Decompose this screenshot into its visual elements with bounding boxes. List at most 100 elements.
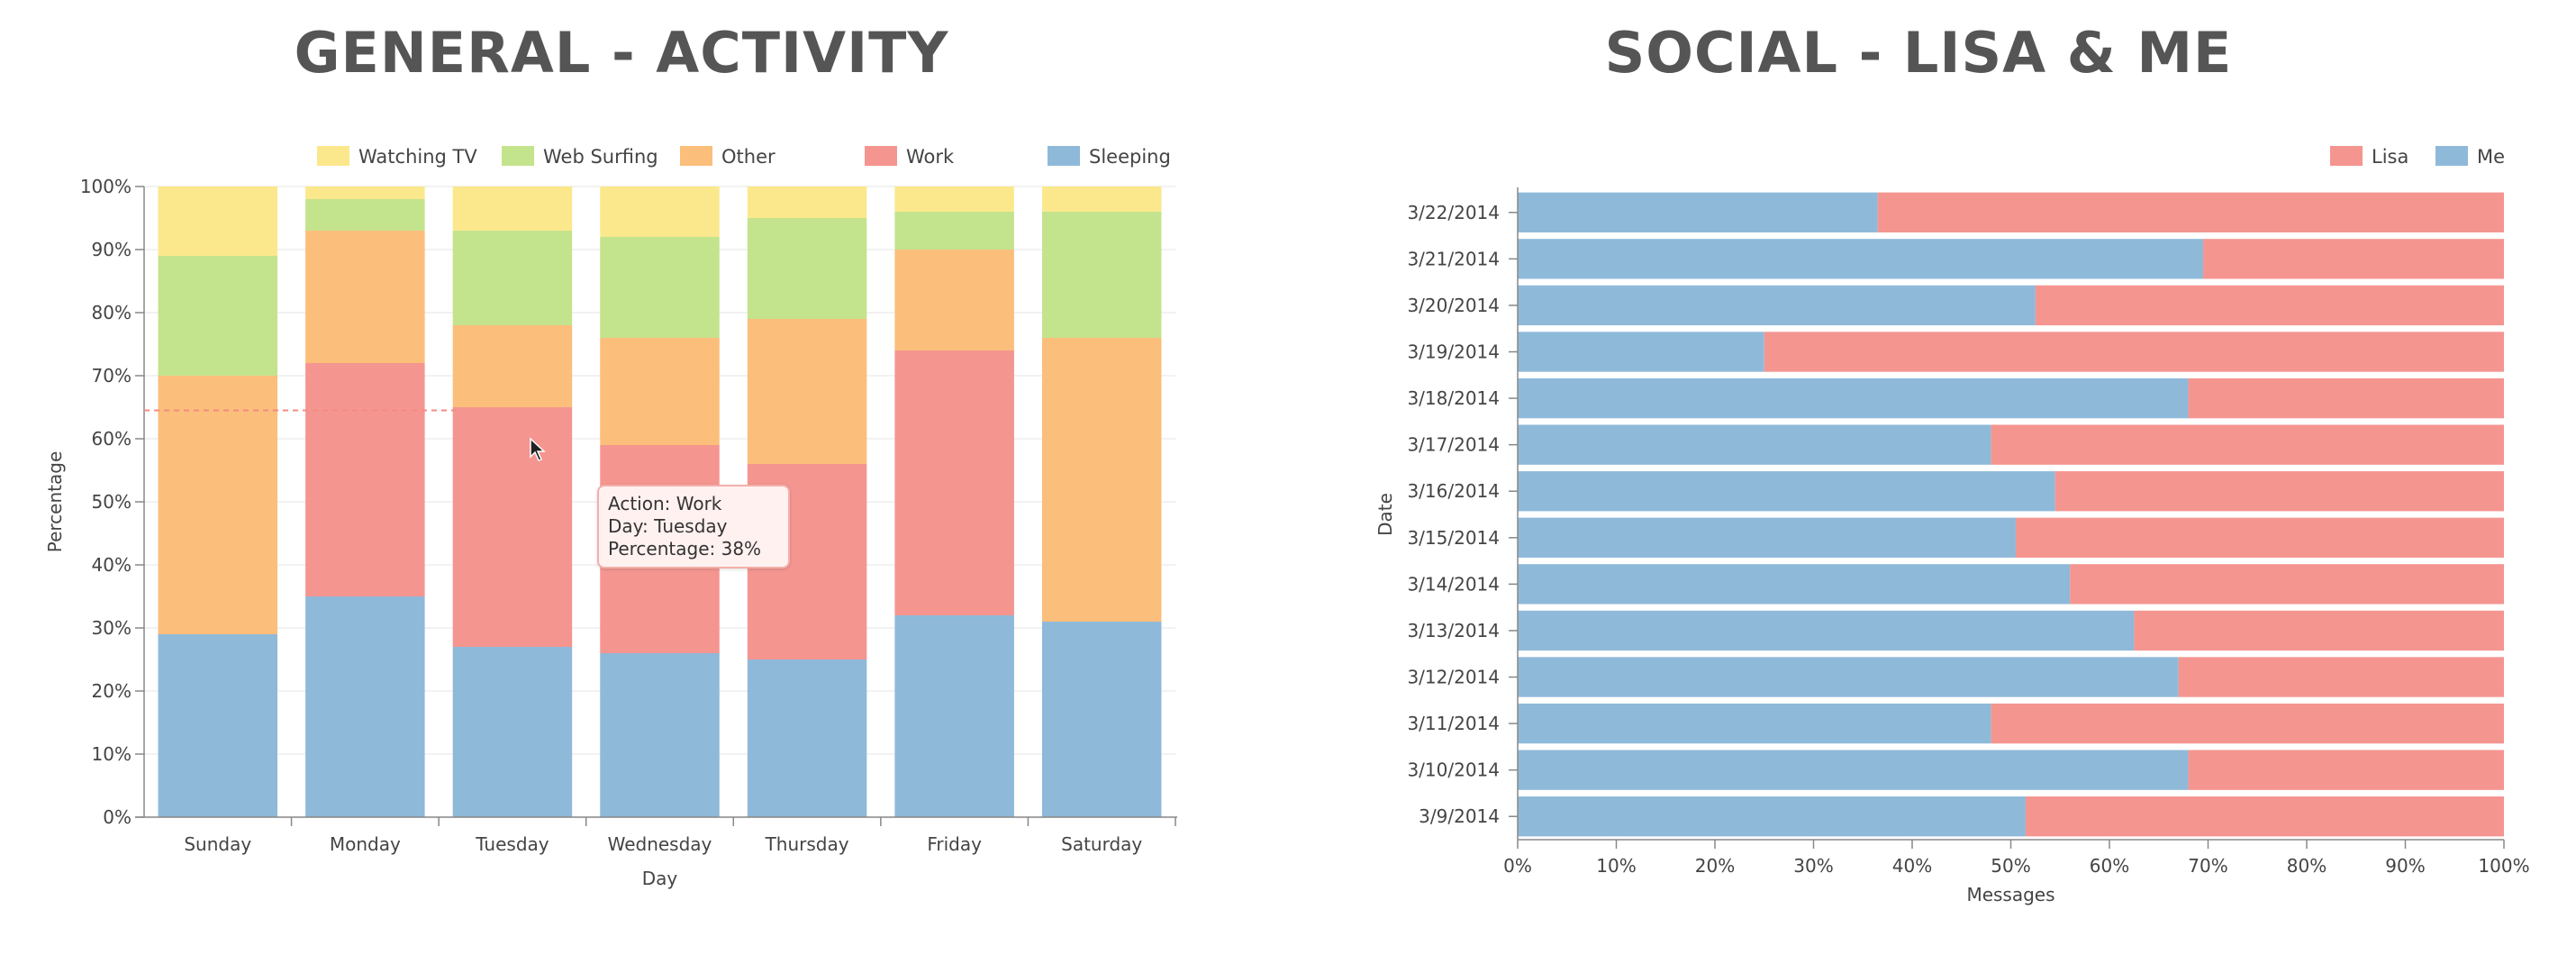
- bar-segment-web-surfing-monday: [305, 199, 425, 231]
- y-tick-label: 90%: [92, 239, 132, 260]
- bar-segment-lisa-3-22-2014: [1877, 192, 2504, 232]
- legend-label-other: Other: [721, 146, 776, 168]
- legend-label-watching-tv: Watching TV: [358, 146, 477, 168]
- bar-segment-lisa-3-13-2014: [2134, 610, 2504, 651]
- y-tick-label: 3/13/2014: [1407, 620, 1500, 641]
- x-tick-label: 100%: [2478, 855, 2529, 877]
- x-tick-label: 50%: [1991, 855, 2030, 877]
- y-tick-label: 3/14/2014: [1407, 573, 1500, 595]
- bar-segment-watching-tv-tuesday: [452, 186, 573, 231]
- mouse-pointer-icon: [530, 438, 546, 461]
- bar-segment-lisa-3-14-2014: [2070, 564, 2504, 605]
- bar-segment-lisa-3-18-2014: [2188, 377, 2504, 419]
- x-tick-label: 10%: [1596, 855, 1636, 877]
- bar-segment-lisa-3-19-2014: [1764, 332, 2504, 372]
- bar-segment-me-3-12-2014: [1518, 657, 2179, 697]
- y-tick-label: 100%: [80, 176, 132, 197]
- legend-swatch-work: [865, 146, 897, 166]
- bar-segment-watching-tv-sunday: [158, 186, 278, 256]
- x-tick-label: Monday: [330, 833, 401, 855]
- bar-segment-watching-tv-saturday: [1041, 186, 1162, 212]
- y-tick-label: 80%: [92, 302, 132, 323]
- x-tick-label: Wednesday: [608, 833, 712, 855]
- bar-segment-sleeping-sunday: [158, 634, 278, 817]
- bar-segment-web-surfing-thursday: [747, 218, 867, 319]
- bar-segment-watching-tv-wednesday: [600, 186, 720, 237]
- x-tick-label: Sunday: [184, 833, 251, 855]
- legend-swatch-watching-tv: [317, 146, 349, 166]
- y-tick-label: 0%: [103, 806, 132, 828]
- y-tick-label: 3/22/2014: [1407, 202, 1500, 223]
- bar-segment-me-3-17-2014: [1518, 424, 1991, 465]
- bar-segment-me-3-21-2014: [1518, 239, 2204, 279]
- tooltip-line-day: Day: Tuesday: [608, 515, 728, 537]
- x-tick-label: 60%: [2090, 855, 2129, 877]
- bar-segment-lisa-3-16-2014: [2054, 471, 2504, 512]
- x-tick-label: 70%: [2188, 855, 2227, 877]
- bar-segment-web-surfing-tuesday: [452, 231, 573, 325]
- legend-label-web-surfing: Web Surfing: [543, 146, 658, 168]
- bar-segment-lisa-3-12-2014: [2178, 657, 2504, 697]
- y-tick-label: 40%: [92, 554, 132, 576]
- legend-swatch-other: [680, 146, 712, 166]
- y-tick-label: 3/11/2014: [1407, 713, 1500, 734]
- bar-segment-other-monday: [305, 231, 425, 363]
- bar-segment-work-friday: [894, 350, 1014, 615]
- bar-segment-sleeping-saturday: [1041, 622, 1162, 817]
- x-tick-label: Thursday: [765, 833, 849, 855]
- bar-segment-lisa-3-17-2014: [1991, 424, 2504, 465]
- y-tick-label: 3/21/2014: [1407, 248, 1500, 269]
- y-tick-label: 10%: [92, 743, 132, 765]
- x-tick-label: 0%: [1503, 855, 1532, 877]
- x-tick-label: Saturday: [1061, 833, 1142, 855]
- bar-segment-lisa-3-21-2014: [2203, 239, 2504, 279]
- bar-segment-sleeping-monday: [305, 596, 425, 817]
- bar-segment-other-thursday: [747, 319, 867, 464]
- bar-segment-other-wednesday: [600, 338, 720, 445]
- x-tick-label: 40%: [1892, 855, 1932, 877]
- bar-segment-web-surfing-wednesday: [600, 237, 720, 338]
- y-tick-label: 30%: [92, 617, 132, 639]
- y-tick-label: 3/9/2014: [1419, 805, 1500, 827]
- x-tick-label: 20%: [1695, 855, 1735, 877]
- bar-segment-me-3-20-2014: [1518, 285, 2036, 326]
- y-tick-label: 3/19/2014: [1407, 341, 1500, 363]
- bar-segment-lisa-3-11-2014: [1991, 703, 2504, 744]
- bar-segment-me-3-14-2014: [1518, 564, 2071, 605]
- tooltip-line-action: Action: Work: [608, 493, 722, 514]
- x-tick-label: 80%: [2287, 855, 2327, 877]
- bar-segment-watching-tv-monday: [305, 186, 425, 199]
- bar-segment-watching-tv-thursday: [747, 186, 867, 218]
- y-tick-label: 60%: [92, 428, 132, 450]
- x-axis-title: Day: [642, 868, 678, 889]
- bar-segment-me-3-9-2014: [1518, 796, 2026, 837]
- bar-segment-me-3-22-2014: [1518, 192, 1878, 232]
- legend-label-sleeping: Sleeping: [1089, 146, 1171, 168]
- legend-swatch-web-surfing: [502, 146, 534, 166]
- bar-segment-work-tuesday: [452, 407, 573, 647]
- y-tick-label: 3/12/2014: [1407, 667, 1500, 688]
- bar-segment-other-saturday: [1041, 338, 1162, 622]
- bar-segment-web-surfing-friday: [894, 212, 1014, 250]
- bar-segment-sleeping-friday: [894, 615, 1014, 817]
- activity-chart-title: GENERAL - ACTIVITY: [294, 20, 949, 86]
- bar-segment-me-3-16-2014: [1518, 471, 2055, 512]
- bar-segment-me-3-13-2014: [1518, 610, 2135, 651]
- bar-segment-other-tuesday: [452, 325, 573, 407]
- bar-segment-lisa-3-20-2014: [2035, 285, 2504, 326]
- y-tick-label: 3/17/2014: [1407, 434, 1500, 456]
- bar-segment-lisa-3-10-2014: [2188, 750, 2504, 790]
- legend-label-work: Work: [906, 146, 955, 168]
- bar-segment-me-3-15-2014: [1518, 517, 2016, 558]
- tooltip-line-percentage: Percentage: 38%: [608, 538, 762, 559]
- bar-segment-me-3-19-2014: [1518, 332, 1764, 372]
- x-axis-title: Messages: [1966, 884, 2054, 905]
- bar-segment-sleeping-tuesday: [452, 647, 573, 817]
- y-tick-label: 50%: [92, 491, 132, 513]
- legend-label-me: Me: [2477, 146, 2505, 168]
- y-tick-label: 3/20/2014: [1407, 295, 1500, 316]
- x-tick-label: Friday: [927, 833, 982, 855]
- y-tick-label: 20%: [92, 680, 132, 702]
- bar-segment-other-sunday: [158, 376, 278, 634]
